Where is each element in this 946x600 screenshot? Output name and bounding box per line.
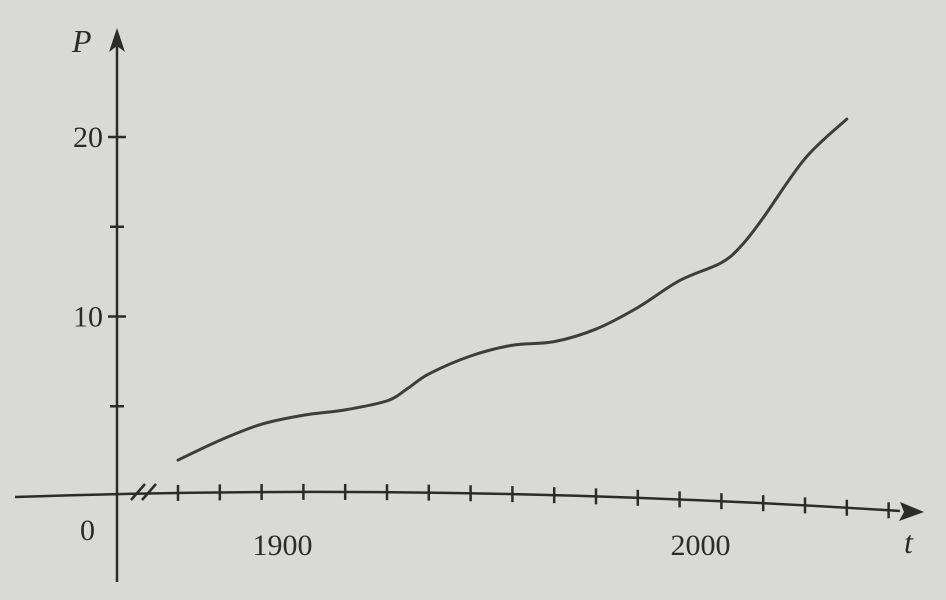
origin-label: 0 xyxy=(80,514,95,547)
x-axis-label: t xyxy=(904,524,914,560)
y-axis-arrow xyxy=(109,28,125,52)
x-axis xyxy=(14,490,901,513)
axis-break-mark xyxy=(130,483,157,501)
y-tick-label: 20 xyxy=(73,121,103,154)
y-axis-label: P xyxy=(71,23,92,59)
y-tick-label: 10 xyxy=(73,301,103,334)
x-tick-label: 1900 xyxy=(253,529,313,562)
series-line xyxy=(176,117,849,462)
x-tick-label: 2000 xyxy=(671,529,731,562)
x-axis-arrow xyxy=(899,502,924,521)
